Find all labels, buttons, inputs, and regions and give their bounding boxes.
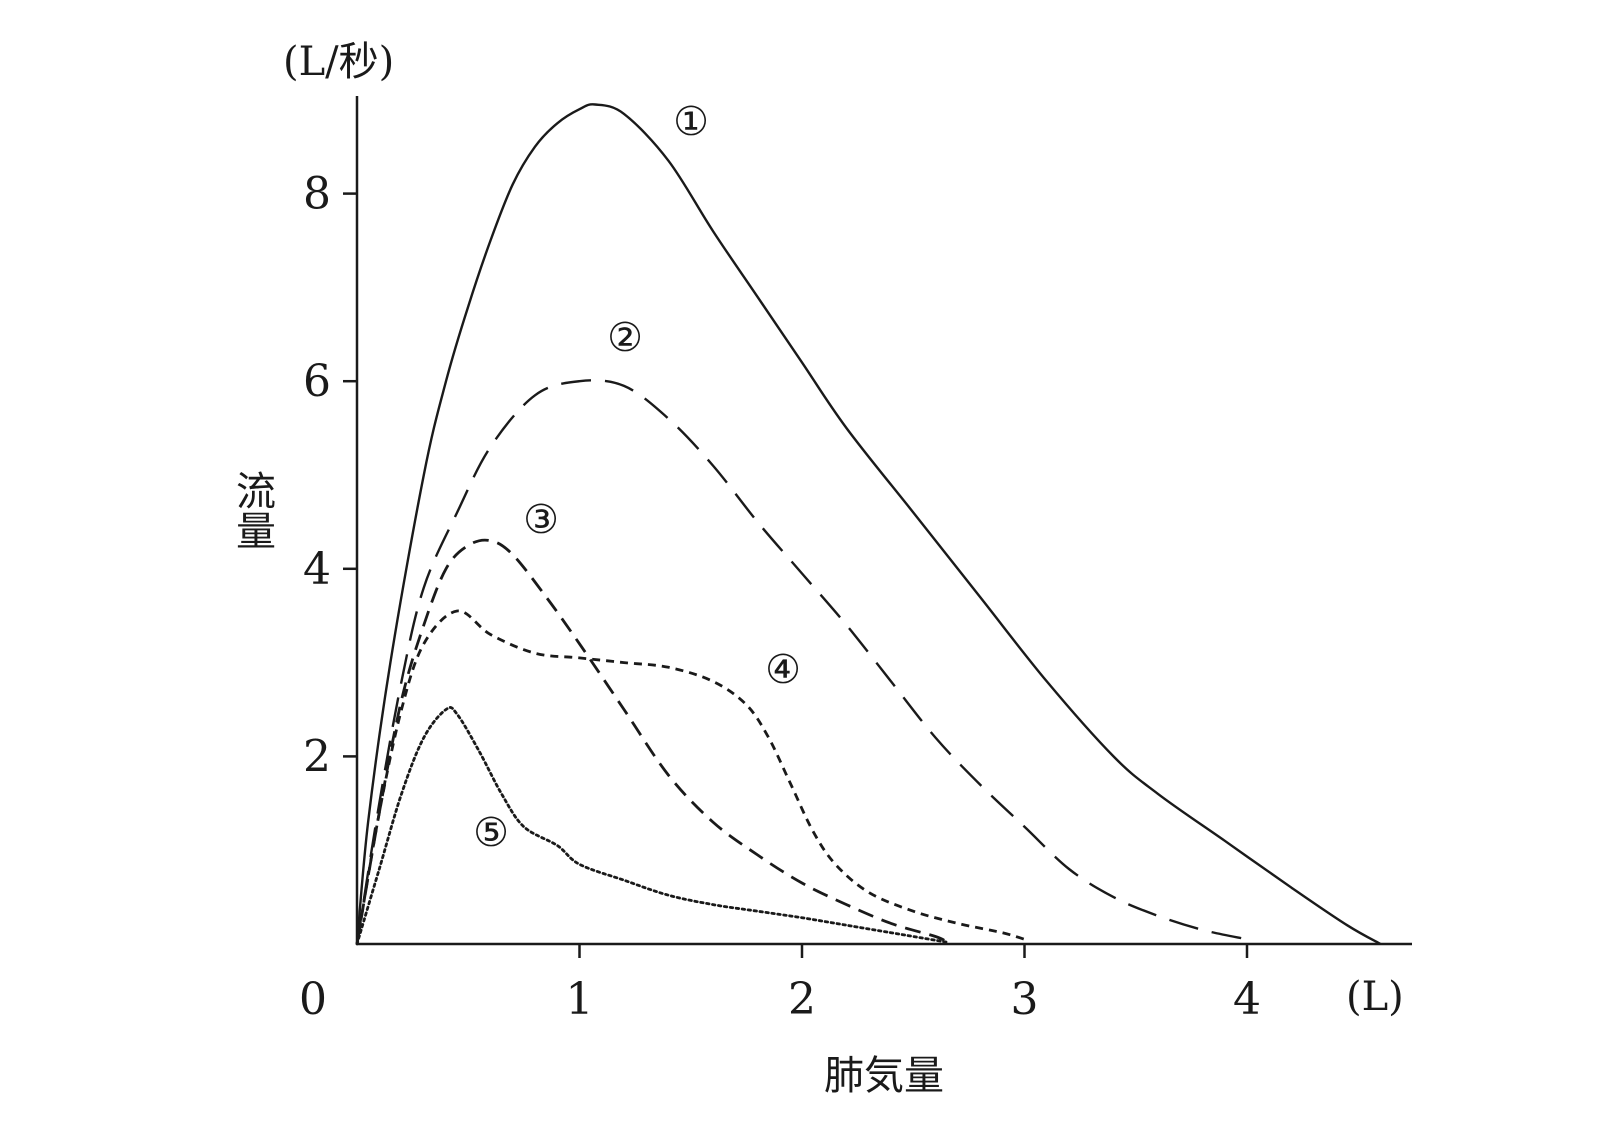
- series-line-curve-5: [355, 706, 948, 946]
- y-tick-label: 4: [303, 544, 331, 595]
- x-tick-label: 2: [788, 974, 816, 1025]
- y-axis-unit: (L/秒): [283, 39, 394, 85]
- origin-label: 0: [299, 974, 327, 1025]
- y-axis-title: 流量: [229, 470, 275, 550]
- series-label-curve-4: ④: [765, 647, 801, 693]
- series-label-curve-2: ②: [607, 315, 643, 361]
- ticks-layer: 2 4 6 8 1 2 3 4: [303, 169, 1261, 1025]
- curve-labels-layer: ① ② ③ ④ ⑤: [473, 99, 801, 856]
- series-label-curve-3: ③: [523, 497, 559, 543]
- y-tick-label: 2: [303, 731, 331, 782]
- x-tick-label: 4: [1233, 974, 1261, 1025]
- y-tick-label: 8: [303, 169, 331, 220]
- series-label-curve-1: ①: [673, 99, 709, 145]
- series-label-curve-5: ⑤: [473, 810, 509, 856]
- x-axis-unit: (L): [1346, 974, 1404, 1020]
- x-axis-title: 肺気量: [824, 1053, 944, 1099]
- series-layer: [355, 103, 1382, 946]
- series-line-curve-3: [355, 538, 948, 945]
- series-line-curve-1: [355, 103, 1382, 946]
- x-tick-label: 1: [566, 974, 594, 1025]
- y-tick-label: 6: [303, 356, 331, 407]
- series-line-curve-2: [355, 379, 1248, 945]
- x-tick-label: 3: [1011, 974, 1039, 1025]
- series-line-curve-4: [355, 609, 1025, 945]
